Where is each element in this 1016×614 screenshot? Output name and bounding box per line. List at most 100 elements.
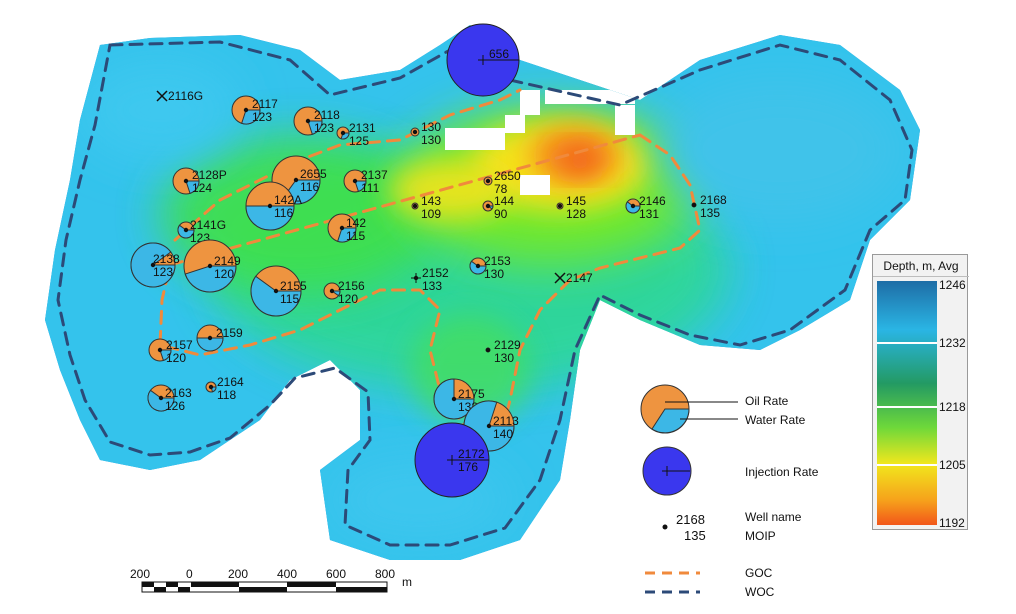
- water-rate-slice: [241, 109, 261, 125]
- well-name-label: 2175: [458, 387, 485, 401]
- well-name-label: 2131: [349, 121, 376, 135]
- well-name-label: 2138: [153, 252, 180, 266]
- well-name-label: 142A: [274, 193, 302, 207]
- well-dot: [557, 203, 563, 209]
- colorbar-ramp: [877, 281, 937, 525]
- legend-moip: MOIP: [745, 529, 776, 543]
- well-moip-label: 133: [422, 279, 442, 293]
- well-name-label: 2141G: [190, 218, 226, 232]
- well-name-label: 2149: [214, 254, 241, 268]
- scale-unit: m: [402, 575, 412, 589]
- well-dot: [305, 118, 311, 124]
- scale-label-600: 600: [326, 567, 346, 581]
- well-name-label: 2129: [494, 338, 521, 352]
- abandoned-well-icon: [156, 90, 168, 102]
- well-name-label: 2147: [566, 271, 593, 285]
- legend-sample-name: 2168: [676, 512, 705, 527]
- well-name-label: 2137: [361, 168, 388, 182]
- scale-label-0: 0: [186, 567, 193, 581]
- water-rate-slice: [307, 120, 323, 135]
- well-name-label: 2116G: [168, 89, 203, 103]
- well-moip-label: 130: [494, 351, 514, 365]
- water-rate-slice: [354, 180, 367, 193]
- colorbar-tick-1192: 1192: [939, 516, 965, 530]
- well-656: 656: [446, 23, 520, 97]
- well-dot: [485, 347, 491, 353]
- well-moip-label: 126: [165, 399, 185, 413]
- well-moip-label: 78: [494, 182, 508, 196]
- colorbar-tick-1205: 1205: [939, 458, 966, 472]
- well-name-label: 2156: [338, 279, 365, 293]
- colorbar-title: Depth, m, Avg: [873, 255, 969, 277]
- abandoned-well-icon: [554, 272, 566, 284]
- scale-label-200-left: 200: [130, 567, 150, 581]
- well-moip-label: 90: [494, 207, 508, 221]
- well-2147: 2147: [554, 271, 593, 285]
- colorbar-tick-1232: 1232: [939, 336, 966, 350]
- well-name-label: 2118: [314, 108, 340, 122]
- well-moip-label: 130: [484, 267, 504, 281]
- well-name-label: 2128P: [192, 168, 227, 182]
- well-dot: [691, 202, 697, 208]
- well-name-label: 656: [489, 47, 509, 61]
- well-dot: [293, 177, 299, 183]
- well-name-label: 144: [494, 194, 514, 208]
- well-dot: [486, 423, 492, 429]
- well-moip-label: 120: [338, 292, 358, 306]
- depth-colorbar: Depth, m, Avg 1246 1232 1218 1205: [872, 254, 969, 530]
- colorbar-tick-1246: 1246: [939, 278, 966, 292]
- well-dot: [412, 203, 418, 209]
- water-rate-slice: [185, 180, 200, 194]
- well-name-label: 2113: [493, 414, 519, 428]
- well-moip-label: 115: [346, 229, 365, 243]
- well-moip-label: 123: [252, 110, 272, 124]
- well-name-label: 2157: [166, 338, 193, 352]
- well-name-label: 2163: [165, 386, 192, 400]
- well-dot: [339, 225, 345, 231]
- well-dot: [340, 130, 346, 136]
- well-name-label: 143: [421, 194, 441, 208]
- well-name-label: 2655: [300, 167, 327, 181]
- well-moip-label: 130: [421, 133, 441, 147]
- scale-label-400: 400: [277, 567, 297, 581]
- well-name-label: 2152: [422, 266, 449, 280]
- legend-well-dot: [662, 524, 668, 530]
- well-dot: [630, 203, 636, 209]
- woc-contour: [56, 40, 914, 547]
- well-name-label: 2172: [458, 447, 485, 461]
- water-rate-slice: [330, 290, 341, 297]
- goc-contour: [158, 88, 702, 452]
- well-dot: [273, 288, 279, 294]
- water-rate-slice: [184, 265, 237, 293]
- well-moip-label: 176: [458, 460, 478, 474]
- well-name-label: 2159: [216, 326, 243, 340]
- well-dot: [329, 288, 335, 294]
- legend-injection-rate: Injection Rate: [745, 465, 819, 479]
- well-dot: [413, 275, 419, 281]
- well-dot: [412, 129, 418, 135]
